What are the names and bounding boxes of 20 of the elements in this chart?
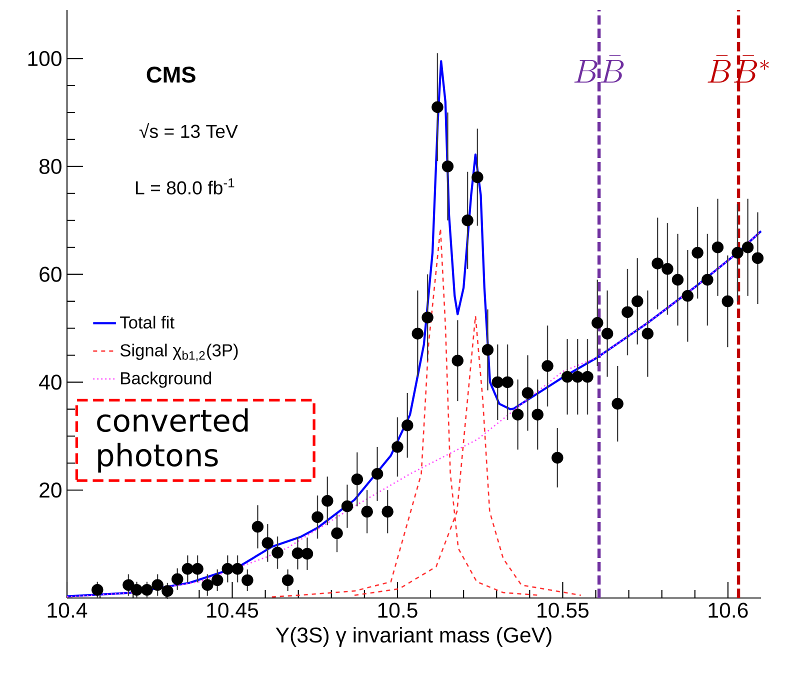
annotation: √s = 13 TeV: [139, 123, 238, 138]
legend-label: Background: [121, 372, 212, 388]
annotation: CMS: [146, 66, 196, 83]
annotation: converted photons: [97, 408, 248, 473]
annotation: L = 80.0 fb$^{-1}$: [136, 178, 234, 194]
x-tick-label: 10.5: [378, 602, 418, 618]
x-axis-title: Υ(3S) γ invariant mass (GeV): [276, 626, 552, 647]
x-tick-label: 10.6: [708, 602, 748, 618]
x-tick-label: 10.45: [207, 602, 258, 618]
x-tick-label: 10.55: [538, 602, 588, 618]
ref-line-label: $\bar{B}\bar{B}^*$: [708, 55, 769, 83]
y-tick-label: 60: [40, 266, 62, 282]
y-tick-label: 80: [39, 158, 62, 174]
y-tick-label: 20: [40, 482, 62, 498]
y-tick-label: 100: [28, 50, 62, 66]
x-tick-label: 10.4: [48, 602, 88, 618]
ref-line-label: $B\bar{B}$: [574, 55, 624, 83]
legend-label: Total fit: [120, 316, 174, 329]
legend-label: Signal χ$_{b1,2}$(3P): [120, 344, 238, 362]
y-tick-label: 40: [39, 374, 62, 390]
